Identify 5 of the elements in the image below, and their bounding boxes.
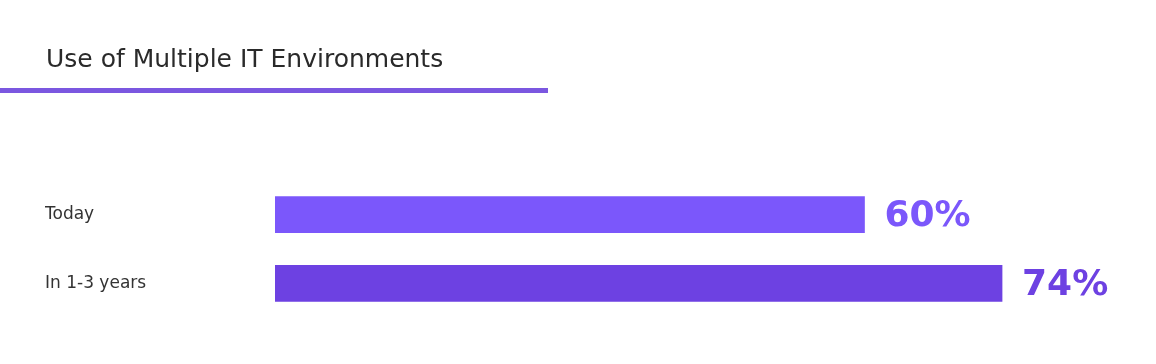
y-tick-label: In 1-3 years (45, 271, 147, 292)
data-label: 74% (1022, 261, 1109, 303)
chart-title: Use of Multiple IT Environments (46, 44, 444, 73)
y-tick-label: Today (44, 203, 95, 224)
data-label: 60% (884, 192, 971, 234)
